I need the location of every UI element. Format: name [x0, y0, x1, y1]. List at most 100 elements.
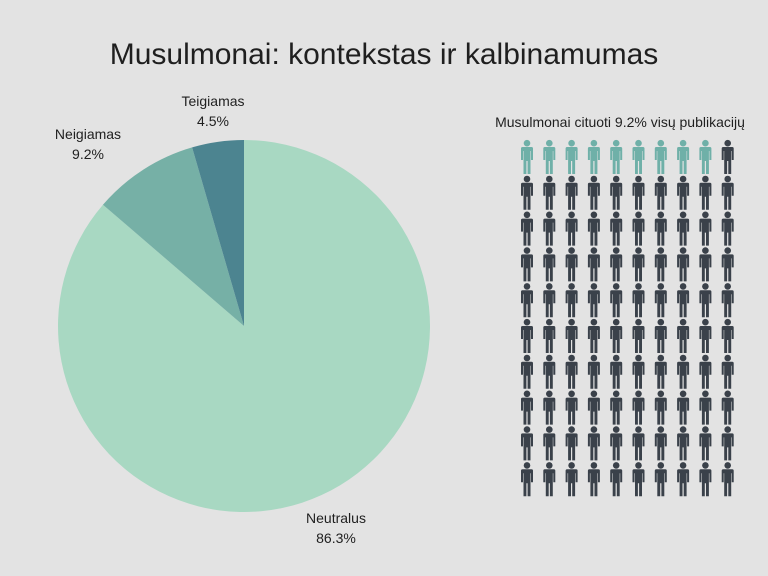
slice-name-teigiamas: Teigiamas [181, 93, 245, 109]
pie-slice-neigiamas [102, 147, 244, 326]
person-icon [721, 462, 734, 497]
person-icon [699, 318, 712, 353]
person-icon [632, 175, 645, 210]
person-icon-highlighted [677, 139, 690, 174]
person-icon [521, 247, 533, 282]
person-icon [521, 283, 533, 318]
person-icon [699, 175, 712, 210]
person-icon-highlighted [654, 139, 667, 174]
person-icon [721, 426, 734, 461]
slice-value-neigiamas: 9.2% [72, 146, 104, 162]
slice-value-neutralus: 86.3% [316, 530, 356, 546]
person-icon [677, 426, 690, 461]
person-icon [543, 426, 556, 461]
slice-value-teigiamas: 4.5% [197, 113, 229, 129]
person-icon [699, 462, 712, 497]
person-icon [721, 318, 734, 353]
person-icon [543, 318, 556, 353]
person-icon [677, 390, 690, 425]
person-icon [565, 462, 578, 497]
person-icon [721, 283, 734, 318]
person-icon [632, 354, 645, 389]
person-icon [699, 247, 712, 282]
person-icon [565, 211, 578, 246]
person-icon [699, 426, 712, 461]
person-icon [632, 247, 645, 282]
person-icon [565, 318, 578, 353]
person-icon [677, 462, 690, 497]
person-icon [587, 175, 600, 210]
slice-name-neigiamas: Neigiamas [54, 126, 122, 142]
person-icon [721, 211, 734, 246]
person-icon [587, 390, 600, 425]
slice-name-neutralus: Neutralus [306, 510, 366, 526]
person-icon [699, 390, 712, 425]
person-icon [677, 283, 690, 318]
person-icon [565, 354, 578, 389]
person-icon [565, 390, 578, 425]
person-icon-highlighted [632, 139, 645, 174]
person-icon [654, 390, 667, 425]
slice-label-neigiamas: Neigiamas 9.2% [38, 124, 138, 164]
person-icon [543, 390, 556, 425]
person-icon [677, 211, 690, 246]
person-icon [632, 318, 645, 353]
person-icon-highlighted [587, 139, 600, 174]
person-icon [699, 354, 712, 389]
person-icon [587, 283, 600, 318]
person-icon [587, 211, 600, 246]
person-icon [610, 354, 623, 389]
person-icon [543, 247, 556, 282]
person-icon [677, 175, 690, 210]
slice-label-teigiamas: Teigiamas 4.5% [163, 91, 263, 131]
person-icon [610, 426, 623, 461]
person-icon [587, 318, 600, 353]
person-icon [543, 211, 556, 246]
person-icon [543, 283, 556, 318]
person-icon [521, 426, 533, 461]
person-icon-highlighted [521, 139, 533, 174]
person-icon [521, 462, 533, 497]
person-icon [610, 318, 623, 353]
person-icon [721, 390, 734, 425]
person-icon [654, 426, 667, 461]
person-icon [677, 247, 690, 282]
person-icon [699, 283, 712, 318]
person-icon-highlighted [543, 139, 556, 174]
person-icon [632, 390, 645, 425]
chart-title: Musulmonai: kontekstas ir kalbinamumas [109, 38, 659, 71]
person-icon [632, 426, 645, 461]
person-icon [587, 354, 600, 389]
person-icon [632, 211, 645, 246]
person-icon [654, 318, 667, 353]
person-icon [610, 462, 623, 497]
person-icon [521, 318, 533, 353]
person-icon [521, 211, 533, 246]
person-icon [654, 247, 667, 282]
person-icon [699, 211, 712, 246]
person-icon [721, 354, 734, 389]
person-icon [632, 462, 645, 497]
slice-label-neutralus: Neutralus 86.3% [286, 508, 386, 548]
person-icon [654, 175, 667, 210]
person-icon [610, 283, 623, 318]
person-icon [587, 462, 600, 497]
person-icon [721, 175, 734, 210]
person-icon-highlighted [565, 139, 578, 174]
person-icon [721, 247, 734, 282]
person-icon [587, 426, 600, 461]
person-icon [610, 175, 623, 210]
person-icon [610, 247, 623, 282]
person-icon [610, 211, 623, 246]
person-icon [654, 354, 667, 389]
person-icon-highlighted [699, 139, 712, 174]
pie-slice-teigiamas [192, 140, 244, 326]
person-icon [654, 283, 667, 318]
person-icon [610, 390, 623, 425]
person-icon [565, 175, 578, 210]
person-icon [521, 354, 533, 389]
person-icon [654, 462, 667, 497]
pie-slice-neutralus [57, 140, 430, 512]
person-icon [543, 175, 556, 210]
